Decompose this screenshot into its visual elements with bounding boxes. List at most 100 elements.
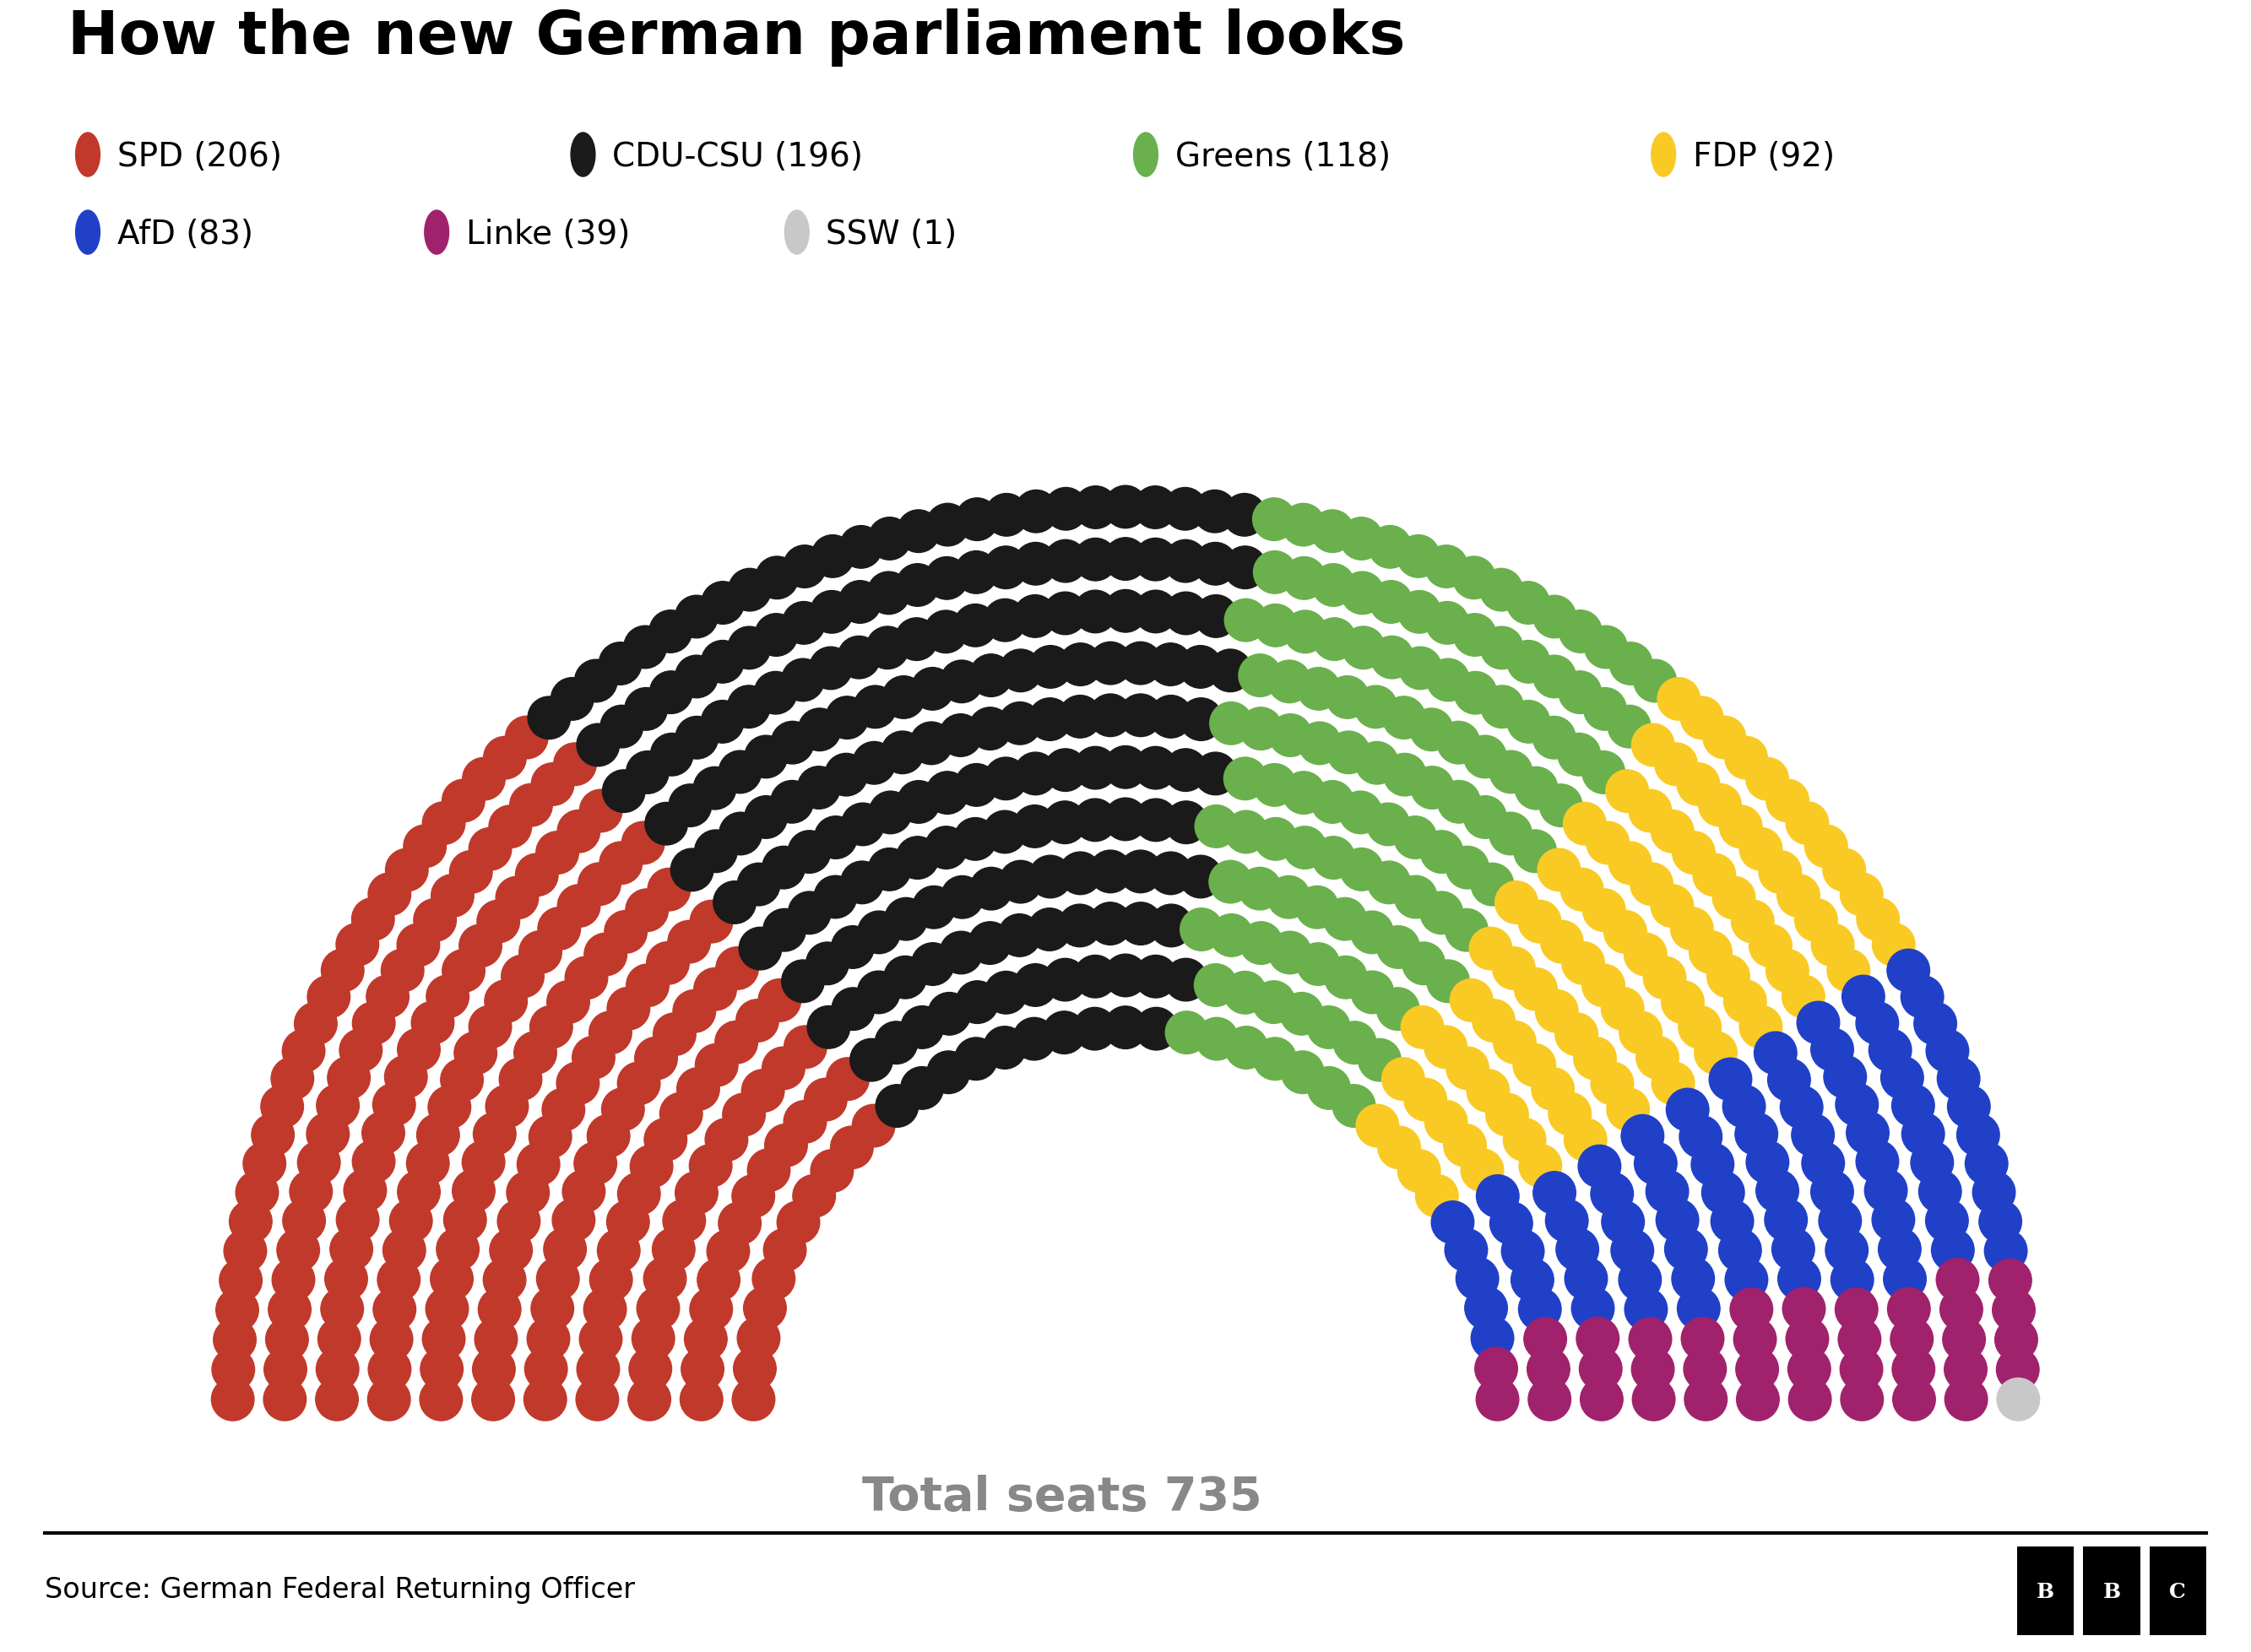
Text: Total seats 735: Total seats 735 [862, 1474, 1263, 1520]
Ellipse shape [826, 697, 869, 740]
Ellipse shape [680, 1378, 723, 1421]
Ellipse shape [1438, 781, 1481, 824]
Ellipse shape [1720, 1229, 1760, 1272]
Ellipse shape [1722, 1085, 1765, 1128]
Ellipse shape [488, 806, 531, 849]
Ellipse shape [1925, 1199, 1967, 1242]
Ellipse shape [826, 1057, 869, 1100]
Ellipse shape [77, 211, 99, 254]
Text: AfD (83): AfD (83) [117, 218, 252, 251]
Ellipse shape [1533, 717, 1576, 760]
Ellipse shape [1042, 1011, 1085, 1054]
Ellipse shape [495, 877, 538, 920]
Ellipse shape [353, 1140, 394, 1183]
Ellipse shape [1936, 1259, 1979, 1302]
Ellipse shape [1398, 1150, 1441, 1193]
Ellipse shape [1490, 752, 1533, 793]
Ellipse shape [1180, 699, 1222, 742]
Ellipse shape [423, 1318, 466, 1360]
Ellipse shape [925, 557, 968, 600]
Ellipse shape [1297, 667, 1339, 710]
Ellipse shape [524, 1378, 567, 1421]
Ellipse shape [1510, 1259, 1553, 1302]
Ellipse shape [398, 1171, 441, 1214]
Ellipse shape [1450, 980, 1492, 1023]
Ellipse shape [732, 1175, 774, 1218]
Ellipse shape [689, 1145, 732, 1188]
Ellipse shape [527, 1318, 570, 1360]
Ellipse shape [441, 1059, 484, 1102]
Ellipse shape [786, 211, 808, 254]
Ellipse shape [1166, 1011, 1209, 1054]
Ellipse shape [223, 1229, 266, 1272]
Text: FDP (92): FDP (92) [1693, 140, 1835, 173]
Ellipse shape [853, 686, 896, 729]
Ellipse shape [1691, 1143, 1733, 1186]
Ellipse shape [1240, 707, 1283, 750]
Ellipse shape [1339, 849, 1382, 890]
Ellipse shape [1519, 1289, 1562, 1332]
Ellipse shape [799, 709, 842, 752]
Ellipse shape [565, 957, 608, 999]
Ellipse shape [1684, 1348, 1727, 1391]
Ellipse shape [1297, 885, 1339, 928]
Ellipse shape [497, 1199, 540, 1242]
Ellipse shape [322, 1289, 362, 1330]
Ellipse shape [1900, 976, 1943, 1019]
Ellipse shape [675, 717, 718, 760]
Ellipse shape [1135, 955, 1177, 998]
Ellipse shape [277, 1229, 320, 1272]
Ellipse shape [644, 1118, 687, 1161]
Ellipse shape [1393, 876, 1436, 919]
Ellipse shape [842, 803, 885, 846]
Ellipse shape [1180, 856, 1222, 899]
Ellipse shape [297, 1142, 340, 1184]
Ellipse shape [1405, 1079, 1447, 1122]
Ellipse shape [738, 927, 781, 970]
Ellipse shape [1630, 1318, 1672, 1361]
Ellipse shape [765, 1125, 808, 1166]
Ellipse shape [1044, 801, 1087, 844]
Ellipse shape [1339, 517, 1382, 560]
Ellipse shape [1105, 1006, 1146, 1049]
Ellipse shape [653, 1013, 696, 1056]
Ellipse shape [1877, 1227, 1920, 1270]
Ellipse shape [1225, 600, 1267, 643]
Ellipse shape [684, 1318, 727, 1361]
Ellipse shape [1582, 889, 1625, 932]
Ellipse shape [1891, 1318, 1934, 1361]
Ellipse shape [419, 1378, 461, 1421]
Ellipse shape [1384, 753, 1427, 796]
Ellipse shape [351, 899, 394, 940]
Ellipse shape [648, 869, 691, 912]
Ellipse shape [1195, 965, 1238, 1006]
Ellipse shape [506, 1171, 549, 1214]
Ellipse shape [1781, 1085, 1823, 1128]
Ellipse shape [1409, 709, 1452, 752]
Ellipse shape [1470, 864, 1513, 905]
Ellipse shape [1013, 1018, 1056, 1061]
Ellipse shape [810, 1150, 853, 1193]
Ellipse shape [500, 1059, 542, 1100]
Ellipse shape [1164, 958, 1207, 1001]
Ellipse shape [1324, 899, 1366, 940]
Ellipse shape [1564, 1257, 1607, 1300]
Ellipse shape [556, 1062, 599, 1105]
Ellipse shape [484, 737, 527, 780]
Ellipse shape [752, 1257, 795, 1300]
Ellipse shape [1490, 813, 1533, 856]
Ellipse shape [968, 707, 1011, 750]
Ellipse shape [1479, 568, 1522, 611]
Ellipse shape [1661, 981, 1704, 1024]
Ellipse shape [984, 758, 1026, 800]
Ellipse shape [628, 1348, 671, 1391]
Ellipse shape [1855, 1003, 1898, 1044]
Ellipse shape [1436, 722, 1479, 765]
Ellipse shape [563, 1170, 606, 1213]
Ellipse shape [218, 1259, 261, 1302]
Ellipse shape [1492, 947, 1535, 990]
Ellipse shape [1927, 1029, 1970, 1072]
Ellipse shape [1947, 1085, 1990, 1128]
Ellipse shape [1731, 1289, 1774, 1332]
Ellipse shape [957, 499, 999, 542]
